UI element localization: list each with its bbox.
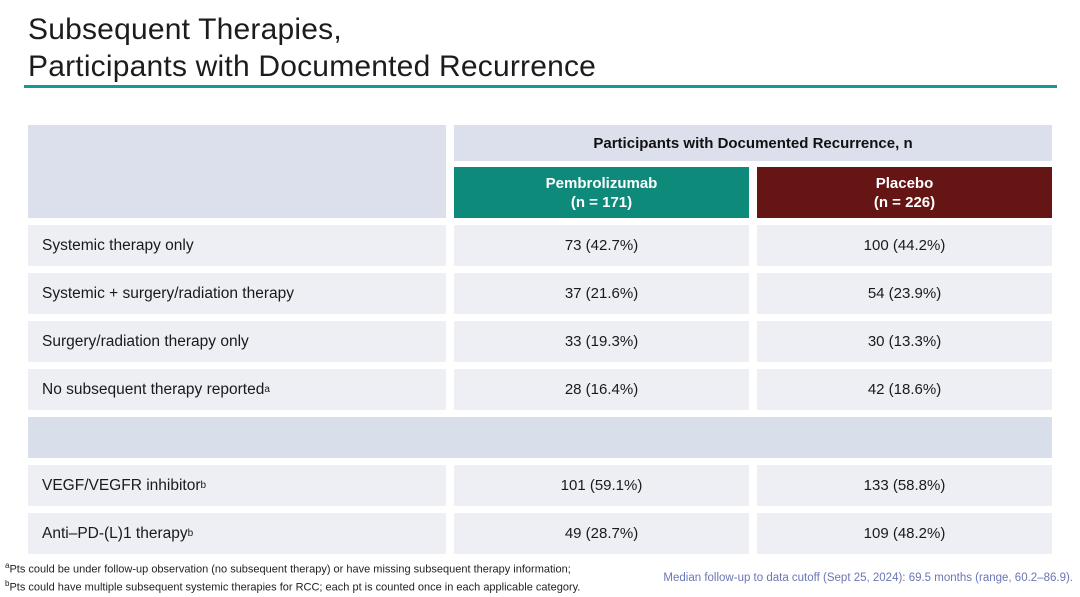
placebo-value: 54 (23.9%) (757, 273, 1052, 314)
median-followup-note: Median follow-up to data cutoff (Sept 25… (663, 572, 1073, 584)
footnotes: aPts could be under follow-up observatio… (5, 559, 580, 595)
table-spacer-row (28, 417, 1052, 458)
pembrolizumab-value: 73 (42.7%) (454, 225, 749, 266)
subsequent-therapies-table: Participants with Documented Recurrence,… (28, 125, 1052, 561)
placebo-value: 109 (48.2%) (757, 513, 1052, 554)
pembrolizumab-name: Pembrolizumab (545, 174, 658, 192)
footnote-b: bPts could have multiple subsequent syst… (5, 579, 581, 594)
row-label: Anti–PD-(L)1 therapy b (28, 513, 446, 554)
footnote-a: aPts could be under follow-up observatio… (5, 561, 571, 576)
page-title: Subsequent Therapies, Participants with … (28, 11, 596, 85)
table-row: Surgery/radiation therapy only 33 (19.3%… (28, 321, 1052, 362)
page-title-line2: Participants with Documented Recurrence (28, 50, 597, 83)
column-header-pembrolizumab: Pembrolizumab (n = 171) (454, 167, 749, 218)
table-row: Systemic therapy only 73 (42.7%) 100 (44… (28, 225, 1052, 266)
pembrolizumab-n: (n = 171) (570, 193, 633, 211)
pembrolizumab-value: 37 (21.6%) (454, 273, 749, 314)
table-row: VEGF/VEGFR inhibitor b 101 (59.1%) 133 (5… (28, 465, 1052, 506)
placebo-value: 42 (18.6%) (757, 369, 1052, 410)
table-header: Participants with Documented Recurrence,… (28, 125, 1052, 218)
row-label: Surgery/radiation therapy only (28, 321, 446, 362)
row-label: No subsequent therapy reported a (28, 369, 446, 410)
page-title-line1: Subsequent Therapies, (28, 13, 342, 46)
pembrolizumab-value: 28 (16.4%) (454, 369, 749, 410)
row-label: Systemic therapy only (28, 225, 446, 266)
placebo-value: 30 (13.3%) (757, 321, 1052, 362)
pembrolizumab-value: 101 (59.1%) (454, 465, 749, 506)
arm-header-row: Pembrolizumab (n = 171) Placebo (n = 226… (454, 167, 1052, 218)
pembrolizumab-value: 33 (19.3%) (454, 321, 749, 362)
table-row: No subsequent therapy reported a 28 (16.4… (28, 369, 1052, 410)
title-divider-rule (24, 85, 1057, 88)
placebo-name: Placebo (875, 174, 934, 192)
placebo-value: 100 (44.2%) (757, 225, 1052, 266)
table-header-right: Participants with Documented Recurrence,… (454, 125, 1052, 218)
table-corner-block (28, 125, 446, 218)
table-row: Systemic + surgery/radiation therapy 37 … (28, 273, 1052, 314)
row-label: Systemic + surgery/radiation therapy (28, 273, 446, 314)
merged-column-header: Participants with Documented Recurrence,… (454, 125, 1052, 161)
pembrolizumab-value: 49 (28.7%) (454, 513, 749, 554)
placebo-value: 133 (58.8%) (757, 465, 1052, 506)
row-label: VEGF/VEGFR inhibitor b (28, 465, 446, 506)
column-header-placebo: Placebo (n = 226) (757, 167, 1052, 218)
placebo-n: (n = 226) (873, 193, 936, 211)
table-row: Anti–PD-(L)1 therapy b 49 (28.7%) 109 (48… (28, 513, 1052, 554)
